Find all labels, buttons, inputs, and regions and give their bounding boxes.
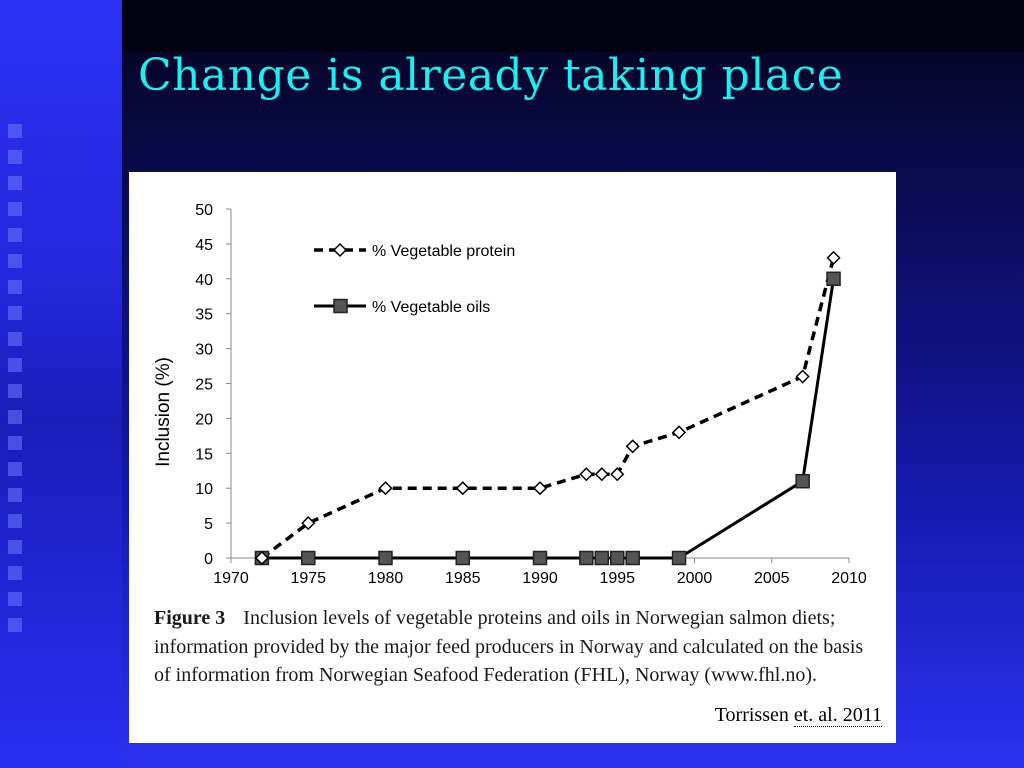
- vegetable-oils-line: [261, 278, 835, 560]
- x-tick-label: 1975: [290, 570, 326, 587]
- vegetable-oils-point: [826, 271, 841, 287]
- vegetable-protein-point: [254, 550, 269, 566]
- vegetable-protein-point: [625, 439, 640, 454]
- vegetable-protein-point: [532, 481, 548, 496]
- vegetable-oils-point: [301, 550, 316, 566]
- series-markers: [254, 250, 841, 566]
- slide-title: Change is already taking place: [138, 50, 844, 101]
- x-tick-label: 1990: [522, 570, 558, 587]
- x-tick-label: 1985: [445, 570, 481, 587]
- vegetable-protein-point: [579, 467, 594, 482]
- decorative-square: [8, 280, 22, 294]
- decorative-square: [8, 228, 22, 242]
- y-tick-label: 40: [195, 272, 213, 289]
- x-tick-label: 1980: [368, 570, 404, 587]
- decorative-square: [8, 202, 22, 216]
- vegetable-oils-point: [579, 550, 594, 566]
- decorative-square: [8, 566, 22, 580]
- citation-etal: et. al. 2011: [793, 704, 882, 727]
- x-tick-label: 1995: [599, 570, 635, 587]
- y-tick-label: 0: [204, 551, 213, 568]
- decorative-square: [8, 488, 22, 502]
- vegetable-protein-point: [378, 481, 393, 496]
- vegetable-oils-point: [671, 550, 687, 566]
- vegetable-oils-point: [378, 550, 393, 566]
- x-tick-label: 2000: [677, 570, 713, 587]
- decorative-square: [8, 540, 22, 554]
- decorative-square: [8, 514, 22, 528]
- vegetable-protein-point: [301, 516, 316, 531]
- y-tick-label: 35: [195, 307, 213, 324]
- decorative-square: [8, 150, 22, 164]
- chart-ticks: 0 5 10 15 20 25 30 35 40 45 50 1970 1975 1980 1985 1990…: [195, 202, 867, 587]
- decorative-square: [8, 410, 22, 424]
- decorative-square: [8, 124, 22, 138]
- vegetable-protein-point: [826, 250, 841, 265]
- y-axis-label: Inclusion (%): [153, 357, 174, 467]
- citation: Torrissen et. al. 2011: [715, 704, 882, 727]
- y-tick-label: 20: [195, 411, 213, 428]
- line-chart: 0 5 10 15 20 25 30 35 40 45 50 1970 1975 1980 1985 1990…: [153, 202, 867, 587]
- decorative-square: [8, 358, 22, 372]
- figure-caption: Figure 3 Inclusion levels of vegetable pr…: [154, 604, 874, 690]
- top-decorative-band: [122, 0, 1024, 52]
- caption-label: Figure 3: [154, 607, 226, 629]
- legend-protein-marker: [332, 242, 348, 258]
- decorative-square: [8, 306, 22, 320]
- caption-text: Inclusion levels of vegetable proteins a…: [154, 607, 864, 686]
- y-tick-label: 10: [195, 481, 213, 498]
- y-tick-label: 5: [204, 516, 213, 533]
- vegetable-oils-point: [532, 550, 548, 566]
- x-tick-label: 1970: [213, 570, 249, 587]
- y-tick-label: 50: [195, 202, 213, 219]
- decorative-square: [8, 592, 22, 606]
- figure-panel: 0 5 10 15 20 25 30 35 40 45 50 1970 1975 1980 1985 1990…: [129, 172, 896, 743]
- legend-oils-marker: [333, 298, 348, 314]
- y-tick-label: 25: [195, 377, 213, 394]
- decorative-square: [8, 462, 22, 476]
- vegetable-protein-line: [260, 257, 836, 560]
- vegetable-protein-point: [455, 481, 470, 496]
- y-tick-label: 45: [195, 237, 213, 254]
- decorative-square: [8, 384, 22, 398]
- decorative-square: [8, 176, 22, 190]
- vegetable-protein-point: [610, 467, 625, 482]
- legend-oils-label: % Vegetable oils: [372, 299, 490, 316]
- vegetable-oils-point: [455, 550, 470, 566]
- vegetable-oils-point: [625, 550, 640, 566]
- vegetable-oils-point: [795, 473, 810, 489]
- vegetable-protein-point: [594, 467, 609, 482]
- chart-legend: % Vegetable protein % Vegetable oils: [314, 242, 515, 316]
- legend-protein-label: % Vegetable protein: [372, 243, 515, 260]
- decorative-square: [8, 254, 22, 268]
- vegetable-oils-point: [610, 550, 625, 566]
- vegetable-protein-point: [671, 425, 687, 440]
- citation-author: Torrissen: [714, 704, 789, 726]
- x-tick-label: 2010: [831, 570, 867, 587]
- y-tick-label: 30: [195, 342, 213, 359]
- decorative-square: [8, 618, 22, 632]
- series-lines: [260, 257, 836, 560]
- decorative-square: [8, 332, 22, 346]
- decorative-square: [8, 436, 22, 450]
- x-tick-label: 2005: [754, 570, 790, 587]
- vegetable-protein-point: [795, 369, 810, 384]
- vegetable-oils-point: [594, 550, 610, 566]
- chart-axes: [230, 209, 849, 559]
- y-tick-label: 15: [195, 446, 213, 463]
